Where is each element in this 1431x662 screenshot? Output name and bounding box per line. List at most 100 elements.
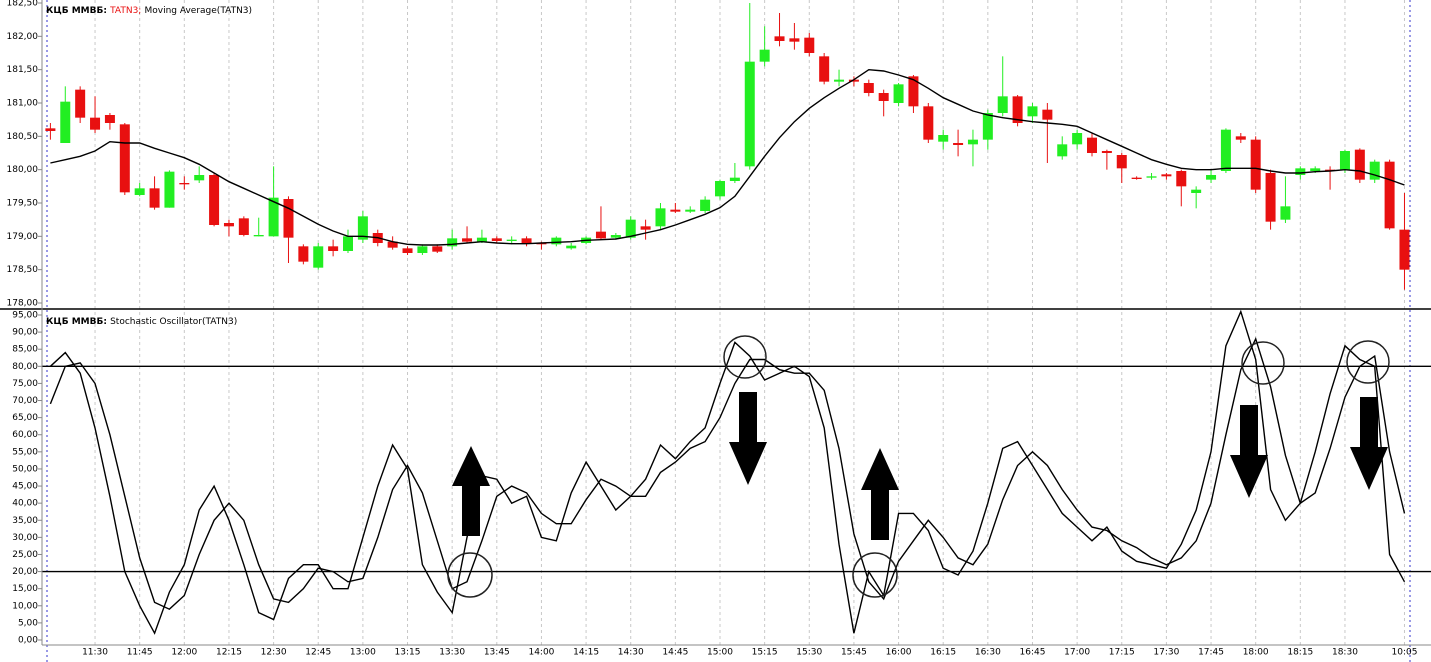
candle-body: [1101, 151, 1112, 153]
legend-entry: TATN3;: [109, 6, 141, 16]
y-tick-label: 179,50: [7, 199, 39, 209]
candle-body: [1131, 177, 1142, 179]
candle-body: [1116, 155, 1127, 169]
panel-title: КЦБ ММВБ: Stochastic Oscillator(TATN3): [46, 317, 237, 327]
x-tick-label: 15:15: [752, 648, 778, 658]
candle-body: [223, 223, 234, 227]
line-series: [50, 68, 1405, 246]
candle-body: [447, 238, 458, 247]
x-tick-label: 14:15: [573, 648, 599, 658]
candle-body: [476, 237, 487, 242]
candle-body: [610, 235, 621, 238]
y-tick-label: 85,00: [12, 345, 38, 355]
y-tick-label: 65,00: [12, 413, 38, 423]
candle-body: [60, 101, 71, 143]
candle-body: [1146, 176, 1157, 178]
x-tick-label: 15:45: [841, 648, 867, 658]
legend-entry: Moving Average(TATN3): [144, 6, 252, 16]
candle-body: [1057, 144, 1068, 157]
y-tick-label: 179,00: [7, 232, 39, 242]
candle-body: [119, 124, 130, 193]
candle-body: [848, 79, 859, 82]
candle-body: [967, 139, 978, 145]
annotations: [447, 335, 1390, 598]
candle-body: [506, 239, 517, 241]
y-tick-label: 30,00: [12, 533, 38, 543]
candle-body: [1250, 139, 1261, 190]
x-tick-label: 11:45: [127, 648, 153, 658]
x-tick-label: 13:15: [395, 648, 421, 658]
candle-body: [804, 37, 815, 53]
y-tick-label: 60,00: [12, 430, 38, 440]
x-tick-label: 12:45: [305, 648, 331, 658]
y-tick-label: 5,00: [18, 618, 38, 628]
candle-body: [90, 117, 101, 130]
candle-body: [1191, 189, 1202, 193]
y-tick-label: 50,00: [12, 464, 38, 474]
candle-body: [878, 93, 889, 101]
candle-body: [774, 36, 785, 41]
candle-body: [313, 246, 324, 268]
y-tick-label: 180,50: [7, 132, 39, 142]
x-tick-label: 18:00: [1243, 648, 1269, 658]
candle-body: [462, 238, 473, 242]
x-tick-label: 17:00: [1064, 648, 1090, 658]
candle-body: [595, 231, 606, 239]
circle-marker: [1346, 340, 1390, 384]
candle-body: [194, 175, 205, 181]
down-arrow: [729, 392, 767, 485]
up-arrow: [861, 448, 899, 540]
x-tick-label: 14:00: [528, 648, 554, 658]
candle-body: [1087, 137, 1097, 153]
circle-marker: [1241, 341, 1285, 385]
candle-body: [238, 218, 249, 235]
plot-layer: [42, 3, 1431, 635]
candle-body: [417, 246, 428, 253]
y-tick-label: 181,50: [7, 65, 39, 75]
x-tick-label: 12:15: [216, 648, 242, 658]
candle-body: [625, 219, 636, 238]
x-tick-label: 16:45: [1020, 648, 1046, 658]
candle-body: [253, 235, 264, 237]
candle-body: [402, 248, 413, 253]
panel-title: КЦБ ММВБ: TATN3; Moving Average(TATN3): [46, 6, 252, 16]
title: КЦБ ММВБ:: [46, 6, 107, 16]
y-tick-label: 95,00: [12, 311, 38, 321]
x-tick-label: 16:00: [886, 648, 912, 658]
y-tick-label: 178,50: [7, 265, 39, 275]
candle-body: [45, 128, 56, 131]
y-tick-label: 80,00: [12, 362, 38, 372]
candle-body: [893, 84, 904, 103]
arrows: [452, 392, 1388, 540]
candle-body: [1161, 174, 1172, 177]
candle-body: [491, 238, 502, 241]
x-tick-label: 15:00: [707, 648, 733, 658]
y-tick-label: 180,00: [7, 165, 39, 175]
candle-body: [729, 177, 740, 181]
candle-body: [75, 89, 86, 118]
candle-body: [343, 236, 353, 251]
x-tick-label: 12:30: [261, 648, 287, 658]
candle-body: [328, 246, 339, 251]
candle-body: [357, 216, 368, 240]
x-tick-label: 18:15: [1287, 648, 1313, 658]
x-tick-label: 14:45: [662, 648, 688, 658]
candle-body: [700, 199, 711, 211]
x-tick-label: 17:30: [1153, 648, 1179, 658]
candle-body: [759, 49, 770, 62]
candle-body: [566, 245, 577, 249]
y-tick-label: 45,00: [12, 482, 38, 492]
candle-body: [789, 38, 800, 42]
x-tick-label: 14:30: [618, 648, 644, 658]
x-tick-label: 13:00: [350, 648, 376, 658]
candle-body: [521, 238, 532, 243]
candle-body: [268, 197, 279, 237]
candle-body: [179, 183, 190, 185]
x-tick-label: 10:05: [1392, 648, 1418, 658]
candle-body: [1042, 109, 1053, 120]
x-tick-label: 12:00: [171, 648, 197, 658]
circle-marker: [723, 335, 767, 379]
x-tick-label: 16:15: [930, 648, 956, 658]
